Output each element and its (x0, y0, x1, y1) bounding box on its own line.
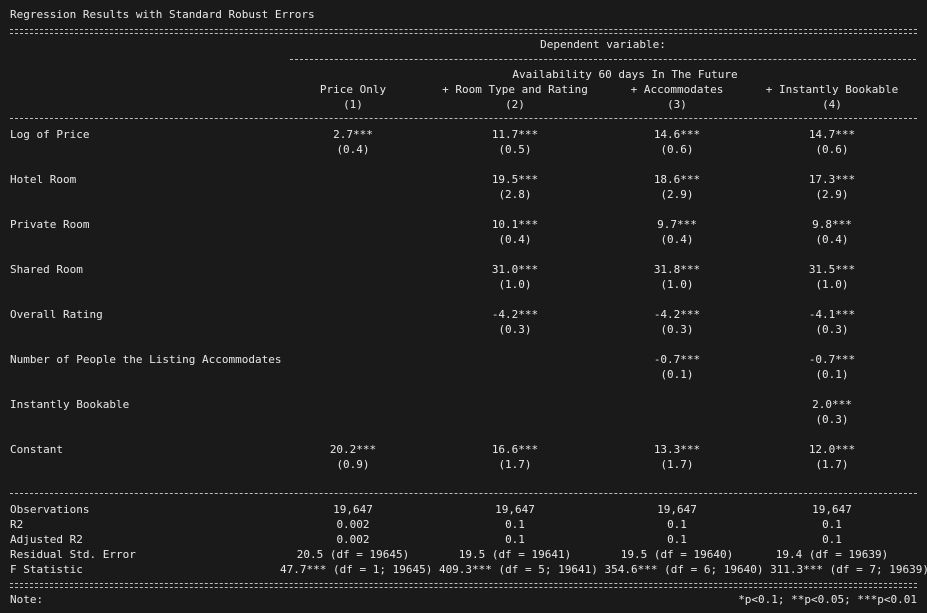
coefficient-cell: 20.2*** (329, 443, 377, 456)
stat-cell: 0.1 (505, 533, 525, 546)
stat-label: Observations (10, 503, 90, 516)
standard-error-cell: (0.1) (815, 368, 849, 381)
standard-error-cell: (0.3) (815, 323, 849, 336)
note-label: Note: (10, 593, 44, 606)
stat-cell: 0.1 (667, 518, 687, 531)
header-rule (290, 59, 916, 60)
f-statistic-values: 47.7*** (df = 1; 19645) 409.3*** (df = 5… (280, 563, 927, 576)
column-3-name: + Accommodates (630, 83, 724, 96)
standard-error-cell: (0.4) (815, 233, 849, 246)
stat-cell: 19,647 (333, 503, 373, 516)
standard-error-cell: (2.8) (498, 188, 532, 201)
standard-error-cell: (0.3) (815, 413, 849, 426)
coefficient-cell: 17.3*** (808, 173, 856, 186)
column-2-name: + Room Type and Rating (442, 83, 588, 96)
coefficient-cell: -0.7*** (808, 353, 856, 366)
stat-cell: 19.5 (df = 19641) (458, 548, 572, 561)
stat-cell: 19,647 (812, 503, 852, 516)
coefficient-cell: 13.3*** (653, 443, 701, 456)
row-label: Log of Price (10, 128, 90, 141)
standard-error-cell: (0.5) (498, 143, 532, 156)
row-label: Number of People the Listing Accommodate… (10, 353, 282, 366)
significance-note: *p<0.1; **p<0.05; ***p<0.01 (738, 593, 917, 606)
stat-label: Residual Std. Error (10, 548, 136, 561)
coefficient-cell: 31.5*** (808, 263, 856, 276)
coefficient-cell: 31.0*** (491, 263, 539, 276)
column-3-number: (3) (667, 98, 687, 111)
column-1-number: (1) (343, 98, 363, 111)
coefficient-cell: -0.7*** (653, 353, 701, 366)
coefficient-cell: 19.5*** (491, 173, 539, 186)
standard-error-cell: (0.6) (815, 143, 849, 156)
stat-cell: 0.1 (822, 518, 842, 531)
standard-error-cell: (2.9) (660, 188, 694, 201)
coefficient-cell: 10.1*** (491, 218, 539, 231)
coefficient-cell: 12.0*** (808, 443, 856, 456)
header-bottom-rule (10, 118, 917, 119)
standard-error-cell: (1.7) (660, 458, 694, 471)
standard-error-cell: (0.4) (498, 233, 532, 246)
column-1-name: Price Only (319, 83, 387, 96)
row-label: Shared Room (10, 263, 83, 276)
coefficient-cell: 11.7*** (491, 128, 539, 141)
column-2-number: (2) (505, 98, 525, 111)
coefficient-cell: 16.6*** (491, 443, 539, 456)
top-double-rule (10, 29, 917, 34)
standard-error-cell: (0.3) (498, 323, 532, 336)
standard-error-cell: (0.9) (336, 458, 370, 471)
coefficient-cell: 9.8*** (812, 218, 852, 231)
coefficient-cell: 14.6*** (653, 128, 701, 141)
stat-cell: 20.5 (df = 19645) (296, 548, 410, 561)
table-title: Regression Results with Standard Robust … (10, 8, 315, 21)
standard-error-cell: (1.0) (498, 278, 532, 291)
dependent-variable-label: Dependent variable: (540, 38, 666, 51)
stat-cell: 0.002 (336, 518, 370, 531)
stat-cell: 19.4 (df = 19639) (775, 548, 889, 561)
standard-error-cell: (0.4) (336, 143, 370, 156)
f-statistic-label: F Statistic (10, 563, 83, 576)
coefficient-cell: 9.7*** (657, 218, 697, 231)
stat-cell: 19,647 (495, 503, 535, 516)
coefficient-cell: -4.2*** (653, 308, 701, 321)
standard-error-cell: (2.9) (815, 188, 849, 201)
bottom-double-rule (10, 583, 917, 588)
stat-cell: 0.1 (505, 518, 525, 531)
column-4-number: (4) (822, 98, 842, 111)
standard-error-cell: (0.1) (660, 368, 694, 381)
coefficient-cell: 31.8*** (653, 263, 701, 276)
coefficient-cell: 18.6*** (653, 173, 701, 186)
stat-label: R2 (10, 518, 24, 531)
standard-error-cell: (1.7) (498, 458, 532, 471)
stat-label: Adjusted R2 (10, 533, 83, 546)
coefficient-cell: -4.2*** (491, 308, 539, 321)
coefficient-cell: 2.7*** (333, 128, 373, 141)
row-label: Hotel Room (10, 173, 77, 186)
standard-error-cell: (0.6) (660, 143, 694, 156)
row-label: Overall Rating (10, 308, 103, 321)
standard-error-cell: (1.0) (660, 278, 694, 291)
coefficient-cell: 2.0*** (812, 398, 852, 411)
stat-cell: 19.5 (df = 19640) (620, 548, 734, 561)
column-4-name: + Instantly Bookable (765, 83, 899, 96)
stat-cell: 19,647 (657, 503, 697, 516)
row-label: Instantly Bookable (10, 398, 130, 411)
coefficient-cell: -4.1*** (808, 308, 856, 321)
standard-error-cell: (1.7) (815, 458, 849, 471)
dependent-variable-name: Availability 60 days In The Future (512, 68, 738, 81)
standard-error-cell: (0.4) (660, 233, 694, 246)
standard-error-cell: (1.0) (815, 278, 849, 291)
row-label: Private Room (10, 218, 90, 231)
standard-error-cell: (0.3) (660, 323, 694, 336)
row-label: Constant (10, 443, 63, 456)
stat-cell: 0.002 (336, 533, 370, 546)
stats-top-rule (10, 493, 917, 494)
stat-cell: 0.1 (667, 533, 687, 546)
stat-cell: 0.1 (822, 533, 842, 546)
coefficient-cell: 14.7*** (808, 128, 856, 141)
